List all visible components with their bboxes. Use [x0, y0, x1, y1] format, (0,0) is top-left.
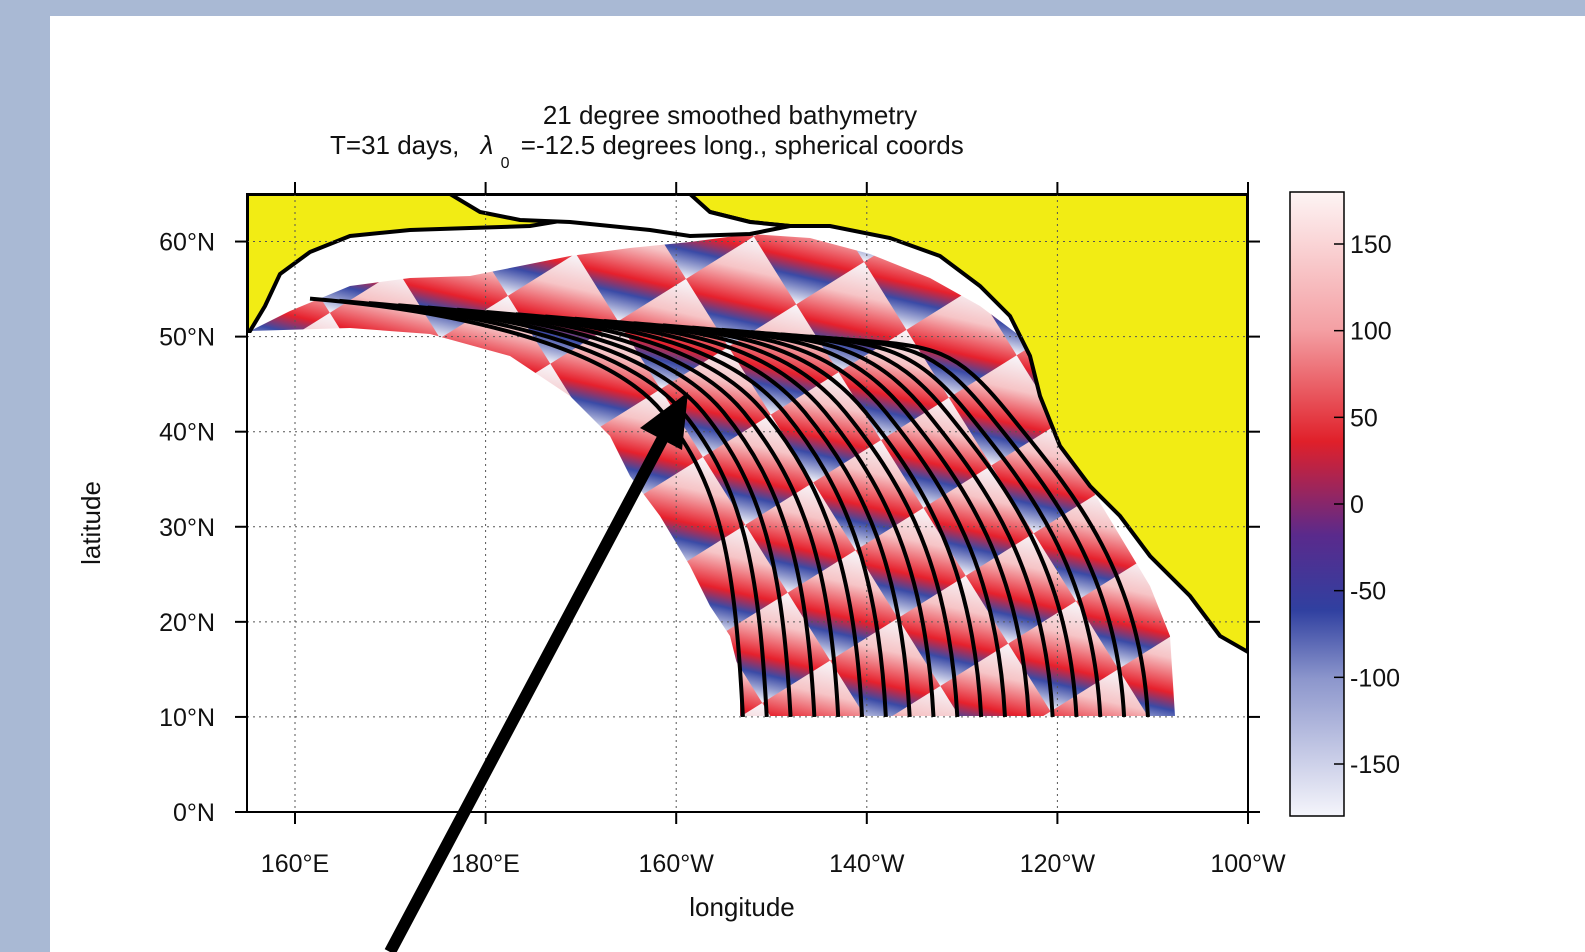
ray-path: [515, 312, 912, 718]
y-tick-label: 10°N: [159, 704, 215, 732]
chart-title-line1: 21 degree smoothed bathymetry: [543, 100, 917, 130]
map-plot-area: 160°E 180°E 160°W 140°W 120°W 100°W 0°N 10°N 20…: [159, 182, 1286, 952]
y-axis-ticks: 0°N 10°N 20°N 30°N 40°N 50°N 60°N: [159, 229, 1260, 827]
y-tick-label: 30°N: [159, 514, 215, 542]
colorbar-tick-label: 150: [1350, 231, 1392, 259]
title-lambda-subscript: 0: [501, 155, 510, 172]
title-lambda: λ: [479, 130, 494, 160]
y-tick-label: 40°N: [159, 419, 215, 447]
colorbar-tick-label: -100: [1350, 664, 1400, 692]
ray-path: [427, 305, 841, 718]
x-axis-label: longitude: [689, 892, 795, 922]
ray-path: [486, 310, 888, 718]
y-tick-label: 50°N: [159, 324, 215, 352]
ray-path: [456, 307, 865, 718]
annotation-arrow-shaft: [384, 431, 671, 952]
colorbar-ticks: 150 100 50 0 -50 -100 -150: [1334, 231, 1400, 779]
y-tick-label: 60°N: [159, 229, 215, 257]
gridlines: [247, 194, 1248, 812]
x-tick-label: 100°W: [1210, 850, 1286, 878]
colorbar-tick-label: 100: [1350, 318, 1392, 346]
ray-path: [398, 303, 817, 718]
chart-title-line2: T=31 days, λ 0 =-12.5 degrees long., sph…: [330, 130, 964, 174]
x-tick-label: 160°E: [261, 850, 329, 878]
x-axis-ticks: 160°E 180°E 160°W 140°W 120°W 100°W: [261, 182, 1286, 878]
land-alaska: [446, 194, 791, 239]
colorbar-tick-label: 50: [1350, 404, 1378, 432]
x-tick-label: 140°W: [829, 850, 905, 878]
y-tick-label: 20°N: [159, 609, 215, 637]
colorbar-tick-label: -50: [1350, 578, 1386, 606]
ray-path: [633, 321, 1007, 718]
ray-path: [574, 316, 960, 718]
ray-path: [809, 334, 1150, 718]
ray-path: [603, 318, 984, 718]
ray-path: [368, 301, 793, 718]
figure: 21 degree smoothed bathymetry T=31 days,…: [76, 100, 1400, 952]
x-tick-label: 160°W: [639, 850, 715, 878]
colorbar-tick-label: -150: [1350, 751, 1400, 779]
title-prefix: T=31 days,: [330, 130, 459, 160]
colorbar-tick-label: 0: [1350, 491, 1364, 519]
plot-frame: [246, 193, 1249, 813]
slide-background: 21 degree smoothed bathymetry T=31 days,…: [50, 16, 1585, 952]
ray-path: [545, 314, 936, 718]
title-suffix: =-12.5 degrees long., spherical coords: [521, 130, 964, 160]
y-axis-label: latitude: [76, 481, 106, 565]
x-tick-label: 120°W: [1020, 850, 1096, 878]
x-tick-label: 180°E: [451, 850, 519, 878]
annotation-arrow-head: [640, 392, 688, 450]
y-tick-label: 0°N: [173, 799, 215, 827]
